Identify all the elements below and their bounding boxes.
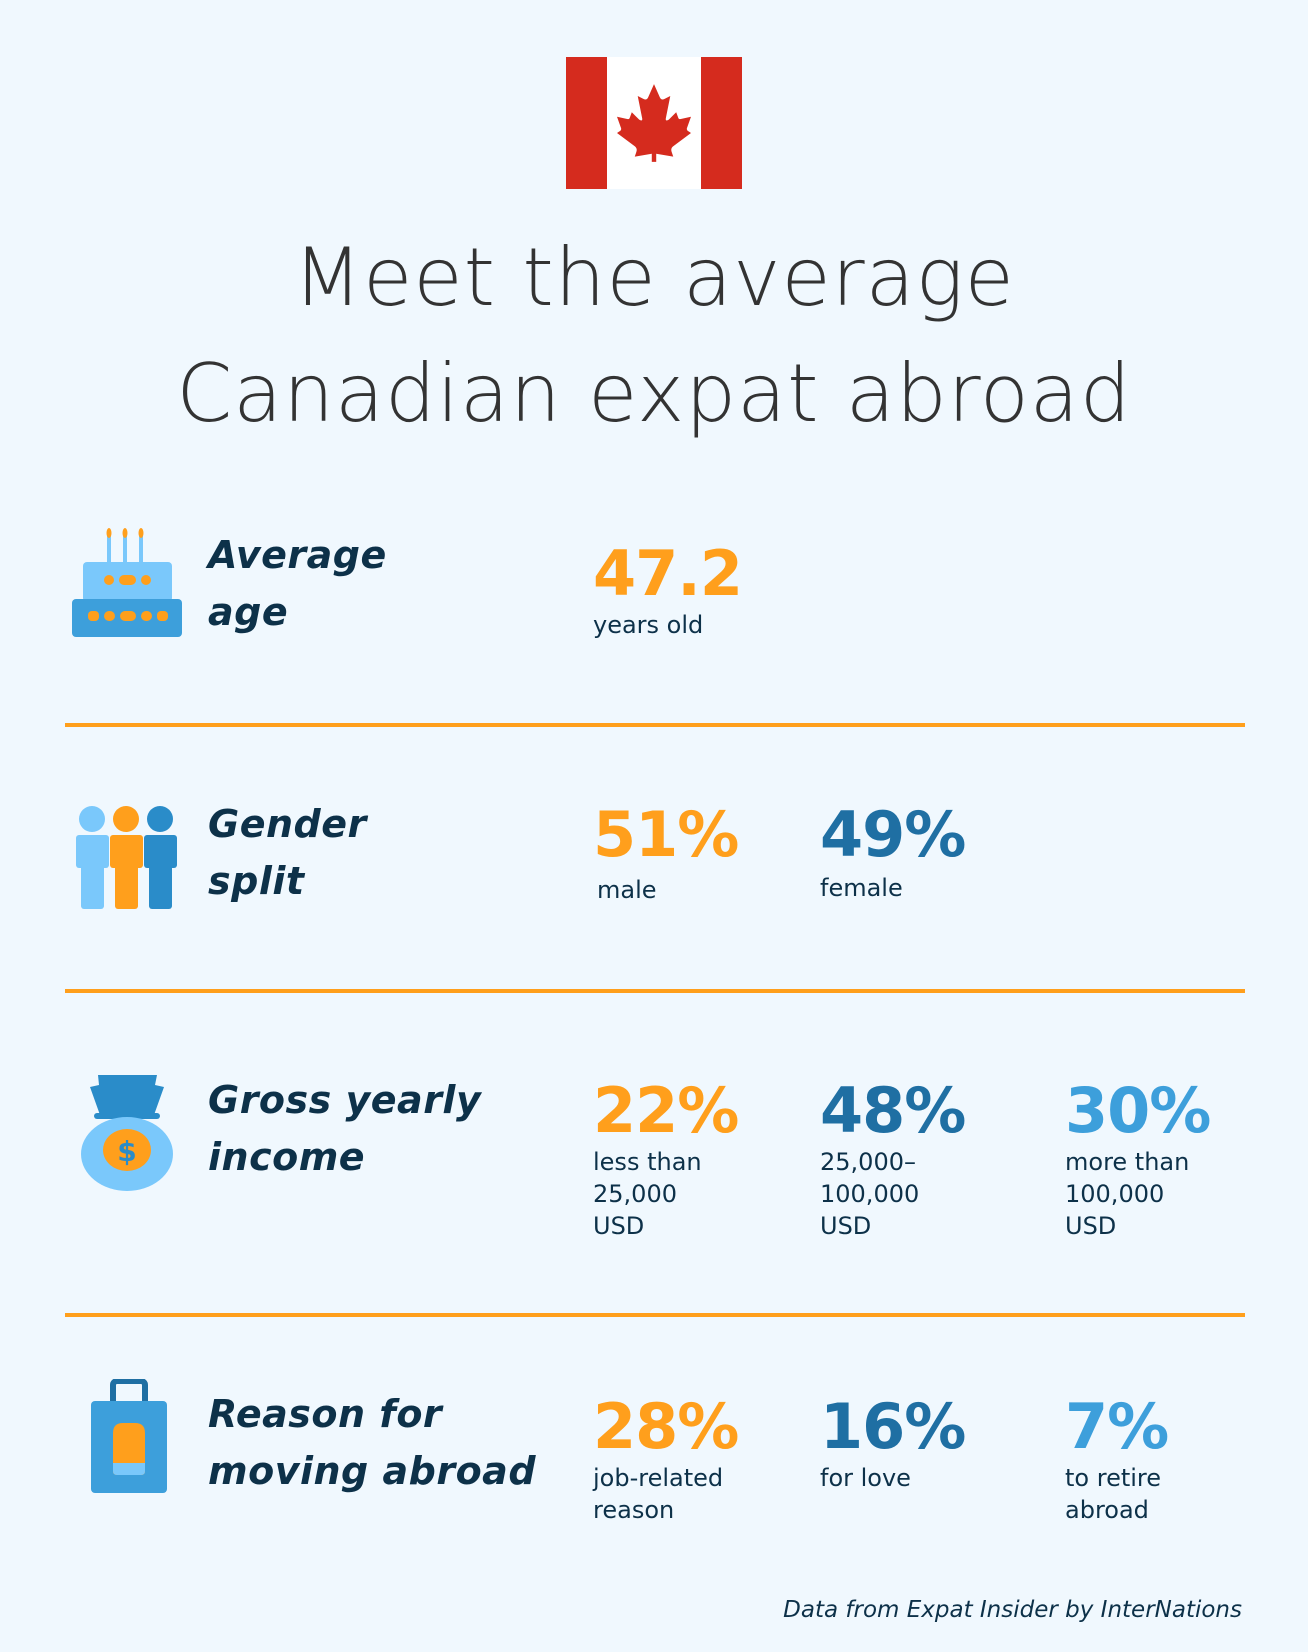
suitcase-icon xyxy=(91,1379,167,1493)
label-line-2: income xyxy=(208,1135,366,1179)
stat-description: 25,000– 100,000 USD xyxy=(820,1148,920,1240)
maple-leaf-icon xyxy=(617,84,691,162)
title-line-2: Canadian expat abroad xyxy=(176,347,1132,440)
stat-description: job-related reason xyxy=(593,1464,724,1524)
stat-value: 51% xyxy=(593,798,739,871)
flag-left-band xyxy=(566,57,607,189)
stat-description: for love xyxy=(820,1464,911,1492)
people-group-icon xyxy=(76,806,177,909)
stat-to-retire: 7% to retire abroad xyxy=(1065,1390,1169,1526)
section-label: Gender split xyxy=(208,796,367,910)
stat-value: 30% xyxy=(1065,1074,1211,1147)
stat-average-age: 47.2 years old xyxy=(593,537,743,641)
label-line-1: Gender xyxy=(208,802,367,846)
stat-value: 47.2 xyxy=(593,537,743,610)
svg-text:$: $ xyxy=(117,1135,136,1168)
birthday-cake-icon xyxy=(72,528,182,637)
stat-description: female xyxy=(820,874,903,902)
stat-description: years old xyxy=(593,611,704,639)
title-line-1: Meet the average xyxy=(293,231,1015,324)
canada-flag xyxy=(566,57,742,189)
flag-center xyxy=(607,57,701,189)
stat-value: 16% xyxy=(820,1390,966,1463)
stat-value: 49% xyxy=(820,798,966,871)
section-label: Average age xyxy=(208,527,387,641)
stat-value: 7% xyxy=(1065,1390,1169,1463)
stat-income-mid: 48% 25,000– 100,000 USD xyxy=(820,1074,966,1242)
stat-for-love: 16% for love xyxy=(820,1390,966,1494)
section-label: Reason for moving abroad xyxy=(208,1386,536,1500)
stat-description: less than 25,000 USD xyxy=(593,1148,702,1240)
label-line-2: split xyxy=(208,859,305,903)
stat-female: 49% female xyxy=(820,798,966,904)
flag-right-band xyxy=(701,57,742,189)
section-divider xyxy=(65,723,1245,727)
stat-description: more than 100,000 USD xyxy=(1065,1148,1190,1240)
label-line-1: Reason for xyxy=(208,1392,443,1436)
stat-income-low: 22% less than 25,000 USD xyxy=(593,1074,739,1242)
stat-value: 22% xyxy=(593,1074,739,1147)
stat-value: 28% xyxy=(593,1390,739,1463)
label-line-1: Gross yearly xyxy=(208,1078,482,1122)
section-divider xyxy=(65,1313,1245,1317)
stat-description: male xyxy=(597,876,657,904)
source-credit: Data from Expat Insider by InterNations xyxy=(783,1597,1242,1623)
money-bag-icon: $ xyxy=(81,1075,173,1191)
label-line-2: moving abroad xyxy=(208,1449,537,1493)
label-line-1: Average xyxy=(208,533,387,577)
page-title: Meet the average Canadian expat abroad xyxy=(0,220,1308,452)
stat-value: 48% xyxy=(820,1074,966,1147)
stat-job-related: 28% job-related reason xyxy=(593,1390,739,1526)
stat-description: to retire abroad xyxy=(1065,1464,1162,1524)
section-divider xyxy=(65,989,1245,993)
stat-male: 51% male xyxy=(593,798,739,906)
section-label: Gross yearly income xyxy=(208,1072,481,1186)
stat-income-high: 30% more than 100,000 USD xyxy=(1065,1074,1211,1242)
label-line-2: age xyxy=(208,590,289,634)
